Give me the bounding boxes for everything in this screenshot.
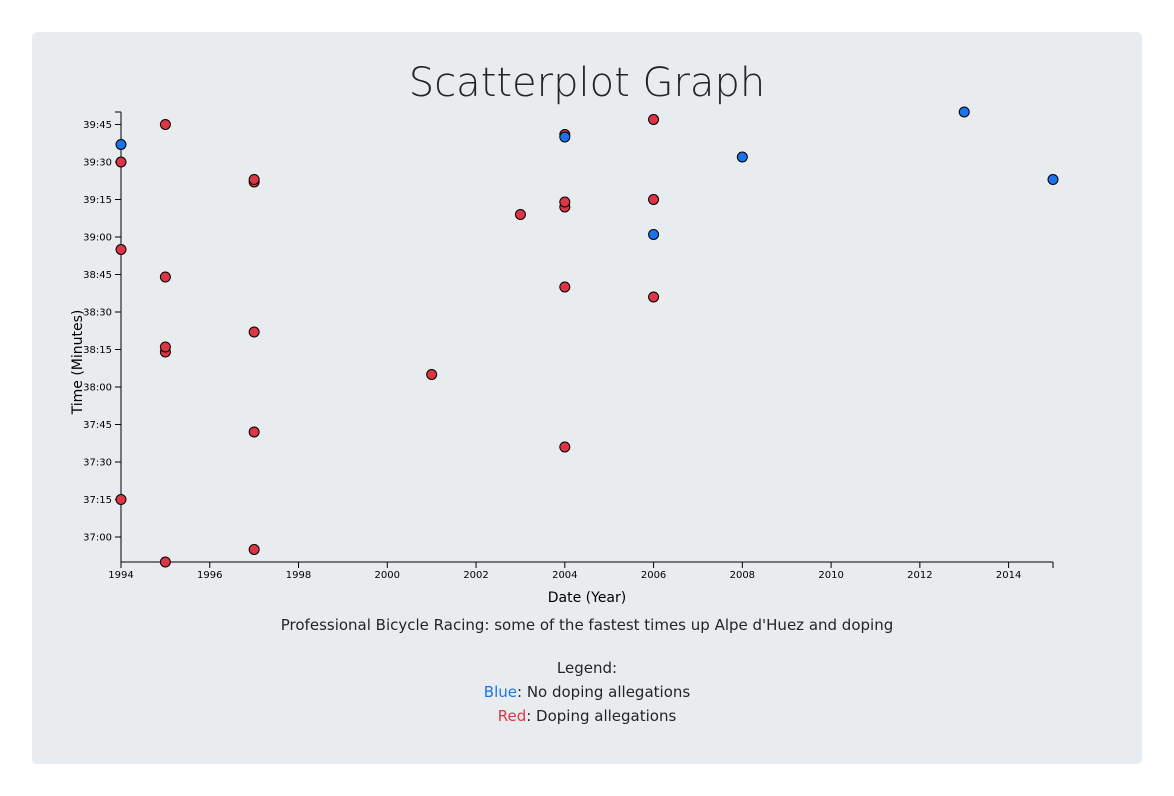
y-tick-label: 38:15 xyxy=(83,345,112,356)
x-tick-label: 1996 xyxy=(197,570,222,581)
y-tick-label: 39:30 xyxy=(83,158,112,169)
y-axis-title: Time (Minutes) xyxy=(70,310,86,416)
legend: Legend: Blue: No doping allegations Red:… xyxy=(0,656,1174,728)
x-tick-label: 2004 xyxy=(552,570,577,581)
data-point-no-doping[interactable] xyxy=(958,106,970,118)
x-tick-label: 2008 xyxy=(730,570,755,581)
data-point-doping[interactable] xyxy=(248,326,260,338)
data-point-no-doping[interactable] xyxy=(115,139,127,150)
y-tick-label: 39:45 xyxy=(83,120,112,131)
data-point-doping[interactable] xyxy=(248,174,260,185)
data-point-no-doping[interactable] xyxy=(559,131,571,143)
data-point-doping[interactable] xyxy=(159,119,171,130)
y-tick-label: 37:45 xyxy=(83,420,112,431)
data-point-doping[interactable] xyxy=(248,544,260,555)
legend-item-red: Red: Doping allegations xyxy=(0,704,1174,728)
page-title: Scatterplot Graph xyxy=(408,60,766,106)
x-tick-label: 2000 xyxy=(375,570,400,581)
legend-red-word: Red xyxy=(497,707,527,725)
x-axis-title: Date (Year) xyxy=(548,590,626,606)
data-point-doping[interactable] xyxy=(248,426,260,438)
y-tick-label: 37:15 xyxy=(83,495,112,506)
data-point-doping[interactable] xyxy=(648,291,660,303)
data-point-doping[interactable] xyxy=(648,194,660,205)
data-point-doping[interactable] xyxy=(159,556,171,568)
data-point-doping[interactable] xyxy=(559,441,571,453)
y-tick-label: 37:30 xyxy=(83,458,112,469)
data-point-doping[interactable] xyxy=(514,209,526,220)
data-point-no-doping[interactable] xyxy=(648,229,660,240)
legend-blue-word: Blue xyxy=(483,683,517,701)
data-point-doping[interactable] xyxy=(559,196,571,208)
y-tick-label: 39:15 xyxy=(83,195,112,206)
legend-item-blue: Blue: No doping allegations xyxy=(0,680,1174,704)
legend-blue-text: : No doping allegations xyxy=(517,683,691,701)
chart-card xyxy=(32,32,1142,764)
y-tick-label: 38:00 xyxy=(83,383,112,394)
data-point-doping[interactable] xyxy=(115,156,127,168)
x-tick-label: 2006 xyxy=(641,570,666,581)
data-points xyxy=(115,106,1059,568)
data-point-doping[interactable] xyxy=(115,494,127,505)
y-tick-label: 38:30 xyxy=(83,308,112,319)
axes: 1994 1996 1998 2000 2002 2004 2006 2008 2010 2012… xyxy=(83,111,1054,581)
y-tick-label: 39:00 xyxy=(83,233,112,244)
x-tick-label: 2002 xyxy=(463,570,488,581)
x-tick-label: 1998 xyxy=(286,570,311,581)
data-point-doping[interactable] xyxy=(159,271,171,283)
data-point-doping[interactable] xyxy=(648,114,660,125)
data-point-no-doping[interactable] xyxy=(1047,174,1059,185)
legend-heading: Legend: xyxy=(556,659,618,677)
chart-caption: Professional Bicycle Racing: some of the… xyxy=(280,616,894,634)
data-point-doping[interactable] xyxy=(159,341,171,353)
y-tick-label: 38:45 xyxy=(83,270,112,281)
x-tick-label: 2014 xyxy=(996,570,1021,581)
x-tick-label: 1994 xyxy=(108,570,133,581)
y-tick-label: 37:00 xyxy=(83,533,112,544)
data-point-no-doping[interactable] xyxy=(736,151,748,163)
data-point-doping[interactable] xyxy=(559,281,571,293)
x-tick-label: 2010 xyxy=(818,570,843,581)
data-point-doping[interactable] xyxy=(426,369,438,380)
legend-red-text: : Doping allegations xyxy=(526,707,677,725)
x-tick-label: 2012 xyxy=(907,570,932,581)
data-point-doping[interactable] xyxy=(115,244,127,255)
